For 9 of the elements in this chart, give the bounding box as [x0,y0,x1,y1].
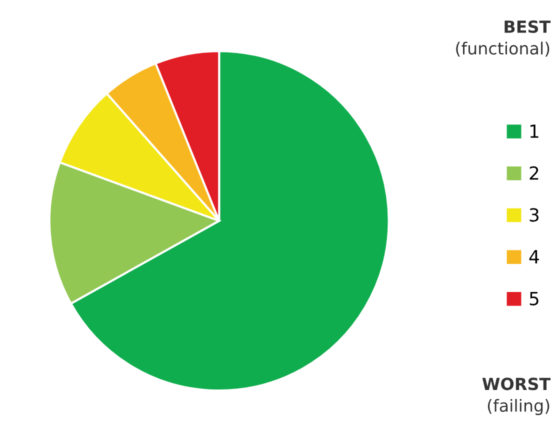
text: (failing) [488,398,550,416]
legend-label: 5 [530,292,538,306]
legend-label: 4 [529,250,539,264]
legend-label: 2 [530,166,538,180]
text: WORST [482,378,551,390]
legend-label: 3 [530,208,539,222]
legend-label: 1 [530,124,538,138]
text: (functional) [456,42,550,57]
text: BEST [504,20,551,33]
